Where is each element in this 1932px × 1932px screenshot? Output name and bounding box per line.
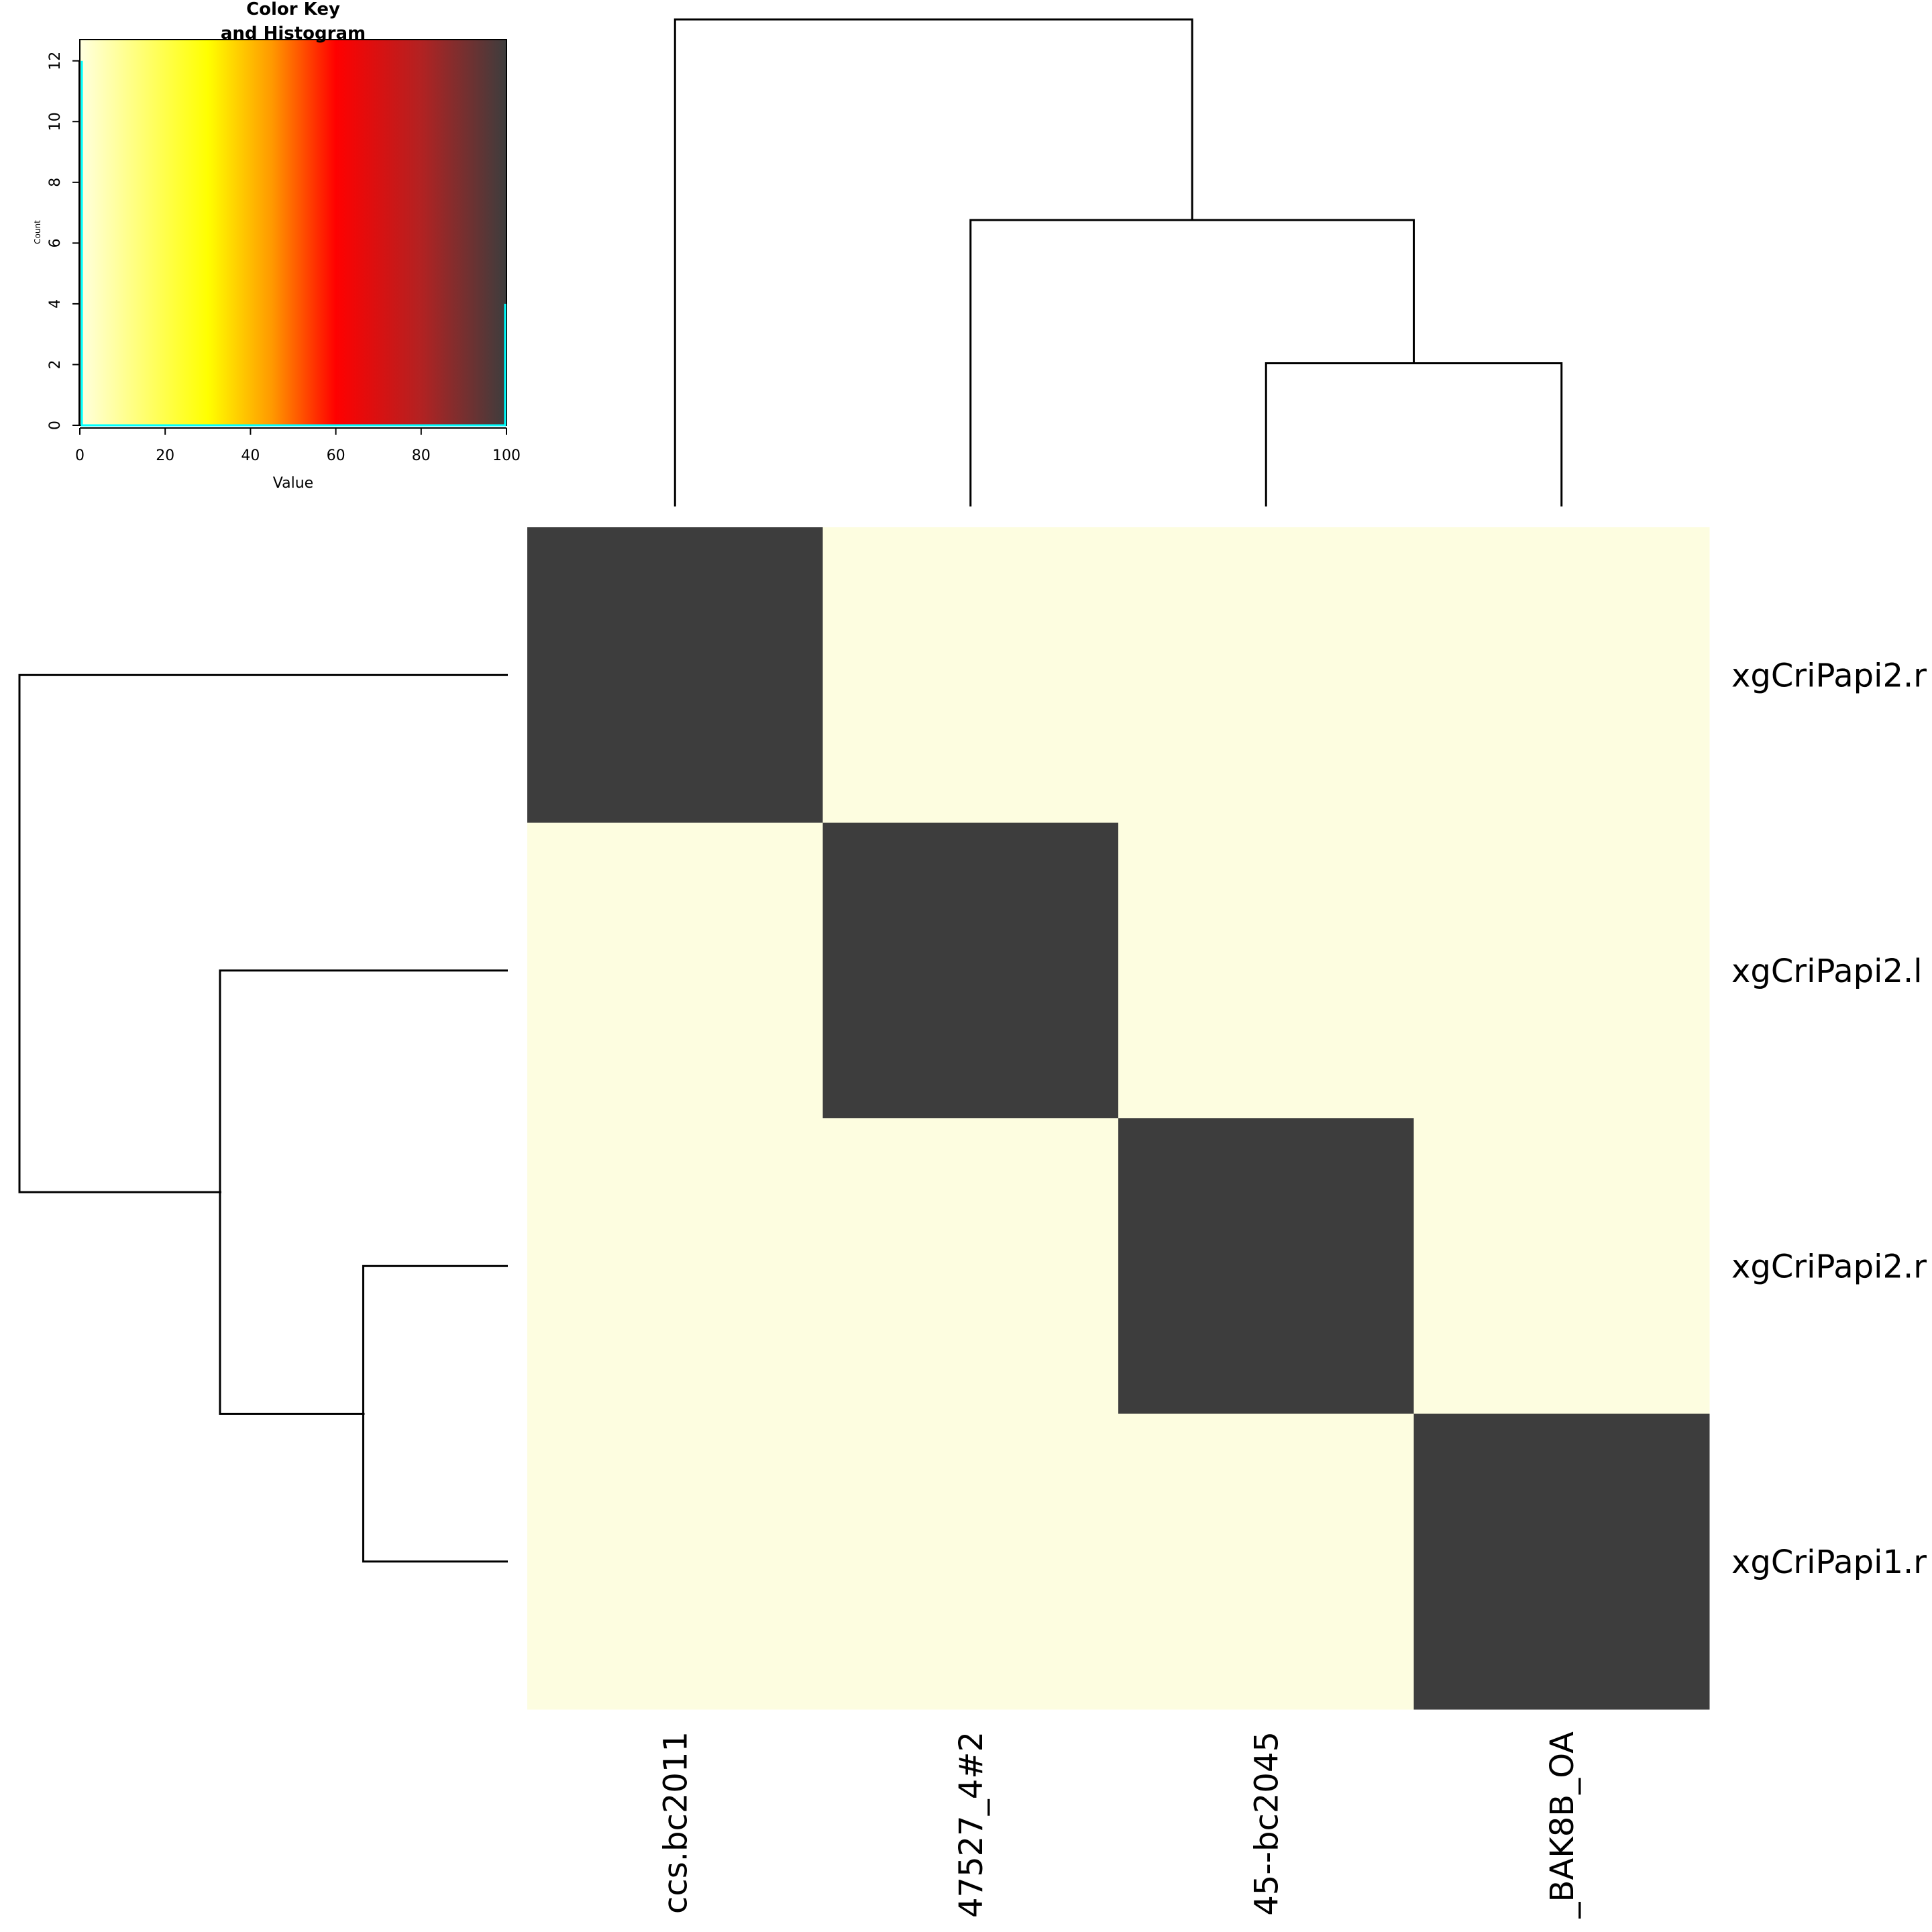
column-dendrogram-branch — [1265, 362, 1563, 506]
color-key-gradient — [79, 39, 507, 426]
y-tick-label: 2 — [47, 360, 64, 369]
heatmap-cell — [1118, 1118, 1414, 1414]
heatmap-cell — [1413, 527, 1710, 823]
heatmap-cell — [527, 527, 823, 823]
column-label: ccs.bc2011 — [657, 1731, 694, 1914]
color-key-xlabel: Value — [273, 475, 313, 492]
y-tick-label: 4 — [47, 299, 64, 309]
column-label: 45--bc2045 — [1248, 1731, 1285, 1916]
heatmap-cell — [527, 822, 823, 1119]
x-tick-label: 80 — [412, 447, 431, 464]
color-key: Color Key and Histogram Value Count 0 20 4… — [33, 0, 521, 492]
heatmap-cells — [527, 527, 1710, 1710]
heatmap-cell — [1413, 822, 1710, 1119]
heatmap-cell — [527, 1413, 823, 1710]
x-tick-label: 60 — [327, 447, 345, 464]
heatmap-cell — [1118, 527, 1414, 823]
color-key-title-line1: Color Key — [246, 0, 340, 19]
y-tick-label: 10 — [47, 112, 64, 131]
heatmap-cell — [1413, 1413, 1710, 1710]
color-key-title-line2: and Histogram — [221, 23, 366, 44]
column-dendrogram-branch — [674, 18, 1193, 506]
color-key-ylabel: Count — [33, 220, 42, 244]
heatmap-cell — [1118, 1413, 1414, 1710]
row-label: xgCriPapi1.r — [1731, 1544, 1927, 1581]
axis-labels: xgCriPapi2.r xgCriPapi2.l xgCriPapi2.r xgCr… — [657, 657, 1927, 1919]
heatmap-cell — [822, 1118, 1119, 1414]
heatmap-cell — [527, 1118, 823, 1414]
row-label: xgCriPapi2.r — [1731, 1248, 1927, 1285]
row-label: xgCriPapi2.l — [1731, 953, 1923, 990]
row-label: xgCriPapi2.r — [1731, 657, 1927, 694]
row-dendrogram-branch — [362, 1265, 508, 1563]
heatmap-cell — [822, 822, 1119, 1119]
column-label: 47527_4#2 — [953, 1731, 990, 1918]
column-label: _BAK8B_OA — [1544, 1731, 1581, 1919]
y-tick-label: 8 — [47, 178, 64, 187]
heatmap-cell — [1118, 822, 1414, 1119]
x-tick-label: 100 — [492, 447, 521, 464]
heatmap-cell — [822, 1413, 1119, 1710]
x-tick-label: 0 — [75, 447, 85, 464]
dendrograms — [18, 18, 1563, 1563]
x-tick-label: 40 — [241, 447, 260, 464]
heatmap-cell — [822, 527, 1119, 823]
y-tick-label: 6 — [47, 238, 64, 248]
row-dendrogram-branch — [18, 674, 508, 1193]
y-tick-label: 0 — [47, 421, 64, 430]
y-tick-label: 12 — [47, 52, 64, 70]
heatmap-cell — [1413, 1118, 1710, 1414]
histogram-line — [80, 60, 506, 427]
x-tick-label: 20 — [156, 447, 174, 464]
